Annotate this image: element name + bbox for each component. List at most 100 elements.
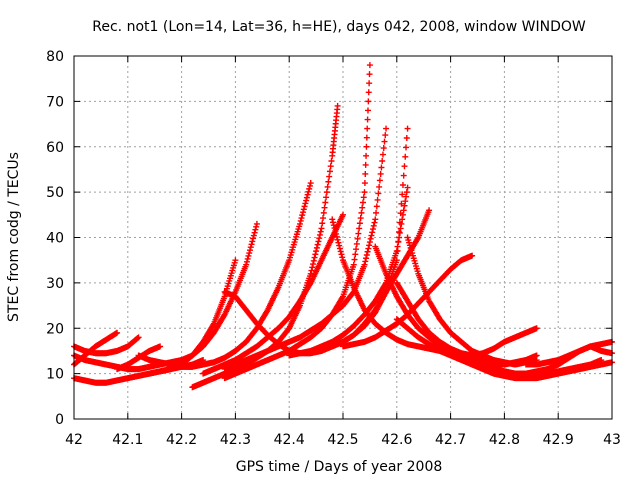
data-point (331, 225, 338, 232)
data-point (383, 125, 390, 132)
x-tick-label: 42.7 (435, 432, 466, 448)
data-point (363, 143, 370, 150)
data-point (533, 325, 540, 332)
data-point (394, 247, 401, 254)
data-point (313, 248, 320, 255)
data-point (396, 228, 403, 235)
y-tick-label: 10 (46, 367, 64, 383)
data-point (397, 225, 404, 232)
data-point (243, 261, 250, 268)
data-series-arc-20 (469, 359, 615, 382)
data-point (370, 222, 377, 229)
data-point (250, 232, 257, 239)
data-point (316, 231, 323, 238)
data-point (365, 89, 372, 96)
data-point (323, 189, 330, 196)
data-point (318, 225, 325, 232)
data-point (360, 194, 367, 201)
data-point (365, 98, 372, 105)
data-point (366, 62, 373, 69)
data-point (312, 251, 319, 258)
data-point (381, 138, 388, 145)
data-series-arc-18 (393, 279, 540, 359)
data-point (336, 242, 343, 249)
data-point (247, 244, 254, 251)
data-point (353, 246, 360, 253)
data-point (401, 163, 408, 170)
data-point (357, 215, 364, 222)
data-point (373, 209, 380, 216)
data-point (300, 206, 307, 213)
data-point (367, 235, 374, 242)
data-point (378, 164, 385, 171)
x-axis-label: GPS time / Days of year 2008 (236, 459, 443, 475)
data-point (365, 245, 372, 252)
data-point (244, 255, 251, 262)
data-point (373, 203, 380, 210)
data-point (334, 102, 341, 109)
data-point (400, 172, 407, 179)
data-point (363, 152, 370, 159)
data-point (297, 217, 304, 224)
data-point (399, 191, 406, 198)
data-point (469, 252, 476, 259)
data-point (396, 234, 403, 241)
data-point (366, 71, 373, 78)
data-point (300, 209, 307, 216)
data-series-arc-8 (221, 62, 373, 382)
data-series-arc-9 (221, 125, 390, 373)
data-point (379, 151, 386, 158)
data-point (310, 257, 317, 264)
data-point (299, 212, 306, 219)
data-point (319, 220, 326, 227)
data-point (157, 343, 164, 350)
data-point (332, 228, 339, 235)
data-point (402, 198, 409, 205)
data-point (315, 238, 322, 245)
x-tick-label: 42.2 (166, 432, 197, 448)
data-point (403, 189, 410, 196)
x-tick-label: 42.9 (543, 432, 574, 448)
data-point (301, 203, 308, 210)
data-point (336, 245, 343, 252)
data-series-arc-21 (522, 343, 615, 368)
data-point (333, 233, 340, 240)
data-point (250, 235, 257, 242)
x-tick-label: 42.4 (274, 432, 305, 448)
data-point (376, 177, 383, 184)
data-point (372, 216, 379, 223)
data-point (404, 184, 411, 191)
data-point (395, 238, 402, 245)
data-series (71, 62, 615, 391)
data-point (353, 240, 360, 247)
data-series-arc-14 (340, 252, 476, 350)
data-point (396, 229, 403, 236)
data-point (366, 239, 373, 246)
data-point (313, 244, 320, 251)
data-point (304, 191, 311, 198)
data-point (249, 238, 256, 245)
data-point (356, 220, 363, 227)
data-point (366, 80, 373, 87)
x-tick-label: 43 (603, 432, 621, 448)
data-point (296, 220, 303, 227)
y-tick-label: 70 (46, 94, 64, 110)
data-point (393, 257, 400, 264)
y-tick-label: 80 (46, 49, 64, 65)
data-point (306, 182, 313, 189)
data-point (325, 178, 332, 185)
data-point (320, 215, 327, 222)
data-point (306, 185, 313, 192)
data-point (351, 256, 358, 263)
data-point (302, 200, 309, 207)
x-tick-label: 42 (65, 432, 83, 448)
data-point (232, 257, 239, 264)
data-series-arc-22 (146, 357, 207, 377)
data-point (326, 168, 333, 175)
y-tick-label: 50 (46, 185, 64, 201)
data-point (361, 180, 368, 187)
y-tick-label: 40 (46, 231, 64, 247)
data-point (352, 251, 359, 258)
data-point (414, 235, 421, 242)
